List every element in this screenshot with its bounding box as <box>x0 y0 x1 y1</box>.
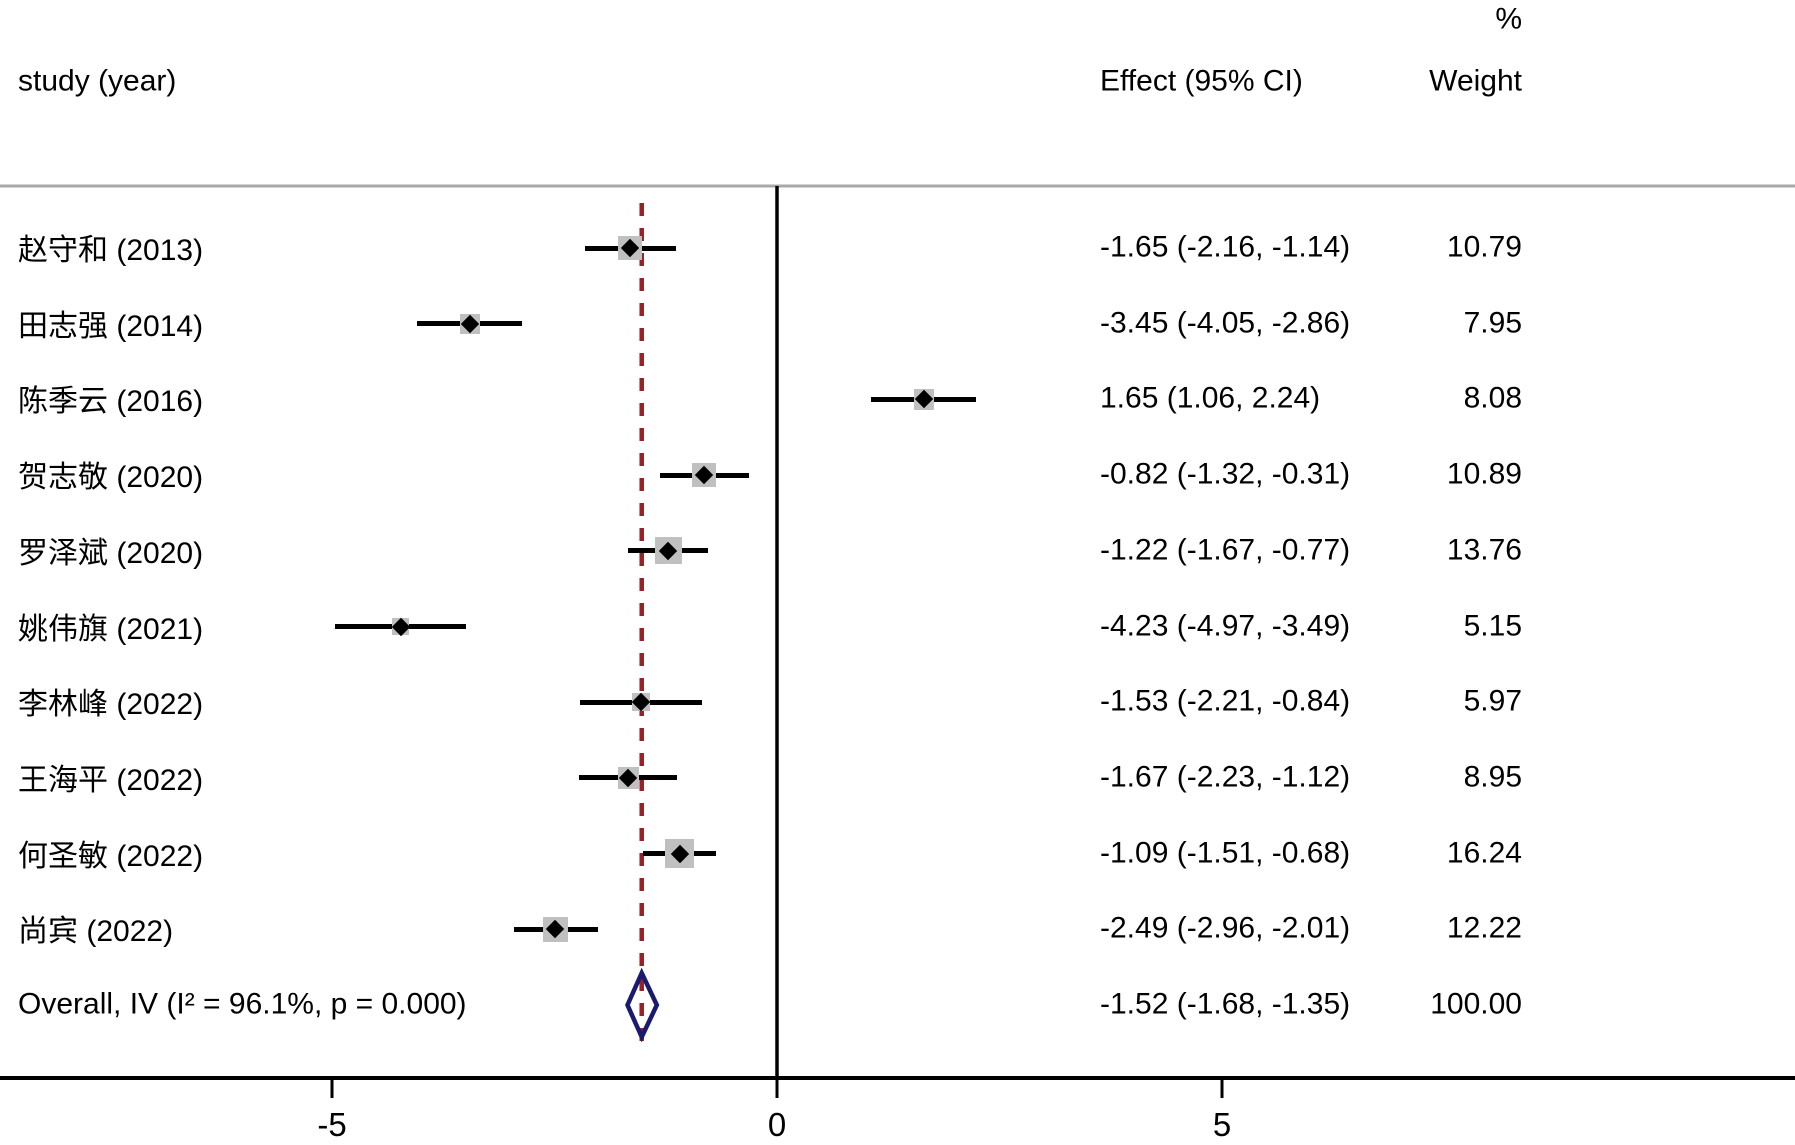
effect-ci-value: -1.67 (-2.23, -1.12) <box>1100 760 1351 794</box>
effect-ci-value: -1.65 (-2.16, -1.14) <box>1100 230 1351 264</box>
weight-value: 5.15 <box>1463 608 1522 642</box>
weight-value: 8.95 <box>1463 760 1522 794</box>
weight-column-header: Weight <box>1429 64 1522 98</box>
weight-value: 16.24 <box>1446 835 1522 869</box>
percent-header: % <box>1495 2 1522 36</box>
effect-ci-value: -4.23 (-4.97, -3.49) <box>1100 608 1351 642</box>
effect-ci-value: -1.53 (-2.21, -0.84) <box>1100 684 1351 718</box>
study-row-label: 贺志敬 (2020) <box>18 461 204 495</box>
x-axis-tick-label: -5 <box>317 1106 347 1143</box>
study-row-label: 何圣敏 (2022) <box>18 839 204 873</box>
effect-column-header: Effect (95% CI) <box>1100 64 1303 98</box>
effect-ci-value: -0.82 (-1.32, -0.31) <box>1100 457 1351 491</box>
weight-value: 10.79 <box>1446 230 1522 264</box>
effect-ci-value: -2.49 (-2.96, -2.01) <box>1100 911 1351 945</box>
x-axis-tick-label: 0 <box>767 1106 787 1143</box>
overall-row-label: Overall, IV (I² = 96.1%, p = 0.000) <box>18 987 467 1021</box>
effect-ci-value: 1.65 (1.06, 2.24) <box>1100 381 1321 415</box>
study-column-header: study (year) <box>18 64 177 98</box>
study-row-label: 罗泽斌 (2020) <box>18 536 204 570</box>
weight-value: 10.89 <box>1446 457 1522 491</box>
weight-value: 8.08 <box>1463 381 1522 415</box>
weight-value: 12.22 <box>1446 911 1522 945</box>
effect-ci-value: -1.22 (-1.67, -0.77) <box>1100 533 1351 567</box>
study-row-label: 陈季云 (2016) <box>18 385 204 419</box>
study-row-label: 田志强 (2014) <box>18 309 204 343</box>
weight-value: 5.97 <box>1463 684 1522 718</box>
study-row-label: 赵守和 (2013) <box>18 234 204 268</box>
study-row-label: 尚宾 (2022) <box>18 915 174 949</box>
x-axis-tick-label: 5 <box>1212 1106 1232 1143</box>
weight-value: 7.95 <box>1463 306 1522 340</box>
overall-effect-ci-value: -1.52 (-1.68, -1.35) <box>1100 987 1351 1021</box>
effect-ci-value: -1.09 (-1.51, -0.68) <box>1100 835 1351 869</box>
effect-ci-value: -3.45 (-4.05, -2.86) <box>1100 306 1351 340</box>
overall-diamond <box>625 967 660 1043</box>
weight-value: 13.76 <box>1446 533 1522 567</box>
study-row-label: 王海平 (2022) <box>18 764 204 798</box>
study-row-label: 姚伟旗 (2021) <box>18 612 204 646</box>
study-row-label: 李林峰 (2022) <box>18 688 204 722</box>
overall-weight-value: 100.00 <box>1430 987 1522 1021</box>
